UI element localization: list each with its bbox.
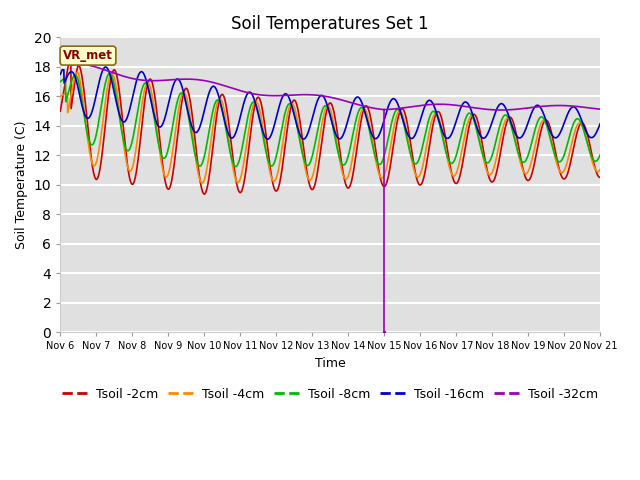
X-axis label: Time: Time <box>315 357 346 370</box>
Y-axis label: Soil Temperature (C): Soil Temperature (C) <box>15 120 28 249</box>
Text: VR_met: VR_met <box>63 49 113 62</box>
Title: Soil Temperatures Set 1: Soil Temperatures Set 1 <box>232 15 429 33</box>
Legend: Tsoil -2cm, Tsoil -4cm, Tsoil -8cm, Tsoil -16cm, Tsoil -32cm: Tsoil -2cm, Tsoil -4cm, Tsoil -8cm, Tsoi… <box>57 383 603 406</box>
